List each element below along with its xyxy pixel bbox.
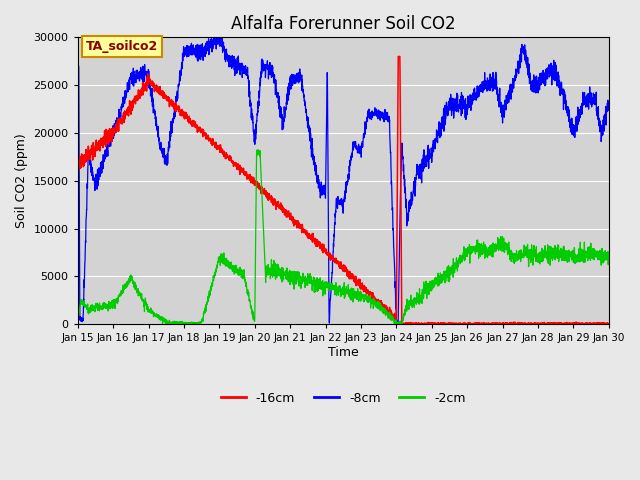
-8cm [605, 108, 612, 113]
-2cm [166, 321, 174, 327]
-8cm [595, 118, 602, 124]
-8cm [134, 73, 142, 79]
-8cm [210, 35, 218, 40]
-2cm [134, 293, 142, 299]
Legend: -16cm, -8cm, -2cm: -16cm, -8cm, -2cm [216, 387, 471, 410]
-16cm [394, 54, 402, 60]
Line: -16cm: -16cm [77, 57, 609, 324]
Y-axis label: Soil CO2 (ppm): Soil CO2 (ppm) [15, 133, 28, 228]
-8cm [538, 70, 545, 76]
-8cm [301, 97, 308, 103]
-2cm [538, 250, 545, 255]
-16cm [134, 93, 142, 99]
-16cm [400, 321, 408, 327]
-2cm [301, 277, 308, 283]
-2cm [278, 265, 285, 271]
-16cm [74, 160, 81, 166]
-16cm [595, 320, 602, 326]
Line: -8cm: -8cm [77, 37, 609, 324]
-16cm [605, 321, 612, 327]
-8cm [74, 321, 81, 327]
-2cm [74, 313, 81, 319]
-2cm [605, 254, 612, 260]
-16cm [166, 98, 173, 104]
-16cm [278, 206, 285, 212]
-2cm [595, 252, 602, 258]
Title: Alfalfa Forerunner Soil CO2: Alfalfa Forerunner Soil CO2 [231, 15, 456, 33]
Text: TA_soilco2: TA_soilco2 [86, 40, 158, 53]
-16cm [538, 321, 545, 327]
-2cm [254, 147, 262, 153]
X-axis label: Time: Time [328, 346, 358, 359]
-2cm [166, 320, 173, 326]
-8cm [278, 113, 285, 119]
Line: -2cm: -2cm [77, 150, 609, 324]
-8cm [166, 135, 173, 141]
-16cm [301, 229, 308, 235]
